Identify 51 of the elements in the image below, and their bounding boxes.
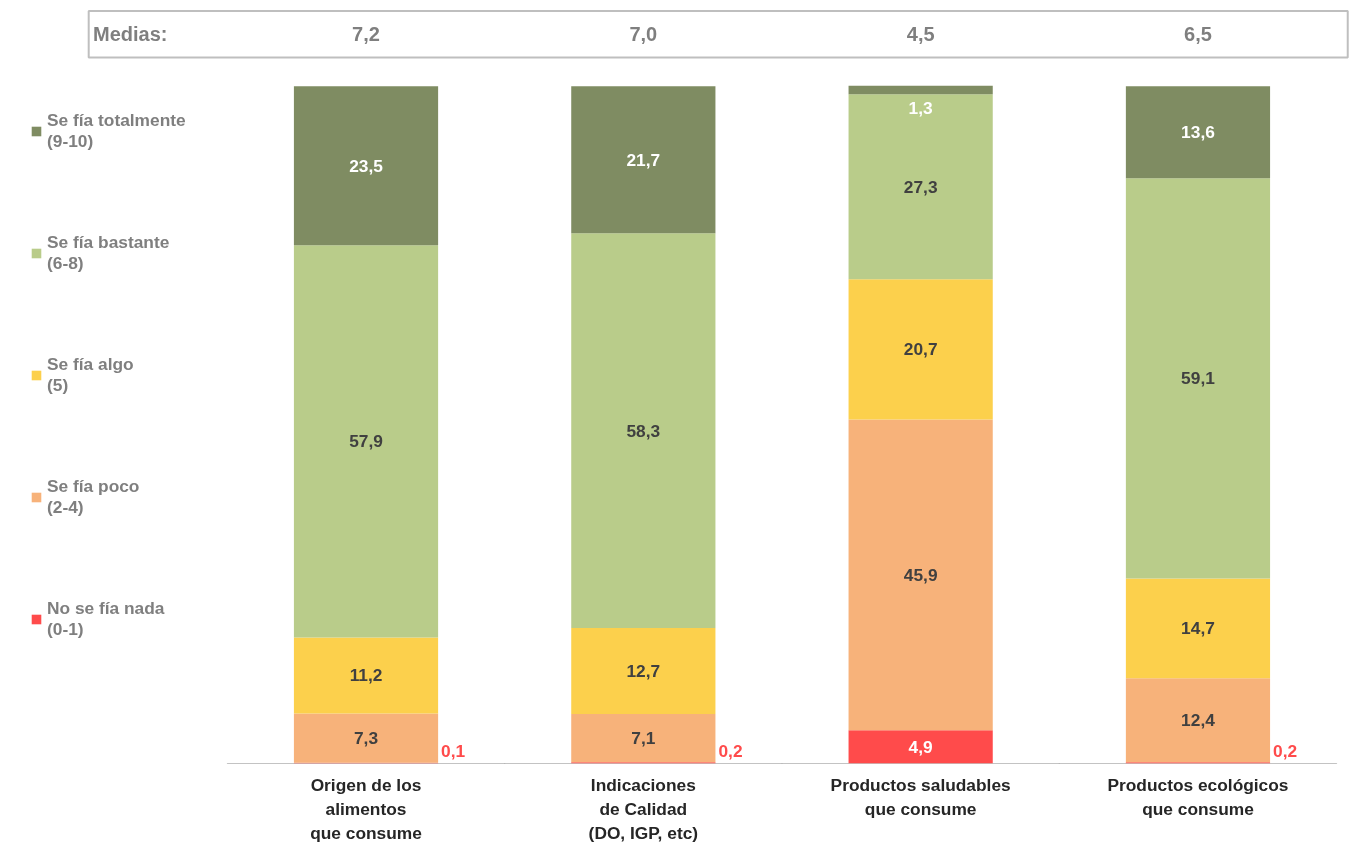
bar [1125, 578, 1271, 679]
x-tick-label: Productos saludables que consume [830, 774, 1011, 819]
bar [1125, 178, 1271, 579]
data-label: 7,1 [631, 728, 656, 749]
data-label: 20,7 [903, 339, 938, 360]
legend-label: Se fía poco (2-4) [47, 476, 140, 518]
data-label: 1,3 [908, 97, 934, 118]
x-tick-label: Productos ecológicos que consume [1107, 774, 1289, 819]
text: 6,5 [1184, 23, 1212, 46]
bar [571, 233, 716, 629]
bar [571, 714, 716, 763]
data-label: 57,9 [349, 431, 383, 452]
bar [848, 419, 993, 731]
data-label: 21,7 [626, 149, 661, 170]
legend-label: No se fía nada (0-1) [47, 598, 165, 640]
data-label: 0,1 [441, 740, 466, 761]
data-label: 7,3 [353, 728, 379, 749]
legend-label: Se fía bastante (6-8) [47, 232, 170, 274]
bar [293, 245, 439, 638]
bar [293, 637, 439, 714]
data-label: 59,1 [1181, 368, 1216, 389]
data-label: 12,4 [1181, 710, 1216, 731]
data-label: 0,2 [1273, 740, 1298, 761]
bar [571, 628, 716, 715]
data-label: 27,3 [903, 176, 938, 197]
text: Medias: [93, 23, 168, 46]
bar [848, 279, 993, 420]
data-label: 0,2 [718, 740, 743, 761]
legend-label: Se fía totalmente (9-10) [47, 110, 186, 152]
data-label: 11,2 [349, 665, 383, 686]
bar [848, 94, 993, 280]
bar [293, 86, 439, 246]
data-label: 45,9 [903, 564, 938, 585]
x-tick-label: Origen de los alimentos que consume [310, 774, 423, 843]
text: 7,2 [352, 23, 380, 46]
bar [293, 713, 439, 763]
bar [571, 86, 716, 234]
text: 7,0 [629, 23, 658, 46]
text: 4,5 [906, 23, 935, 46]
bar [1125, 86, 1271, 179]
data-label: 23,5 [349, 155, 384, 176]
data-label: 58,3 [626, 420, 661, 441]
data-label: 13,6 [1181, 122, 1216, 143]
bar [848, 85, 993, 95]
bar [1125, 678, 1271, 763]
data-label: 14,7 [1181, 618, 1215, 639]
data-label: 4,9 [908, 736, 933, 757]
legend-label: Se fía algo (5) [47, 354, 134, 396]
x-tick-label: Indicaciones de Calidad (DO, IGP, etc) [588, 774, 699, 843]
bar [848, 730, 993, 764]
data-label: 12,7 [626, 661, 661, 682]
